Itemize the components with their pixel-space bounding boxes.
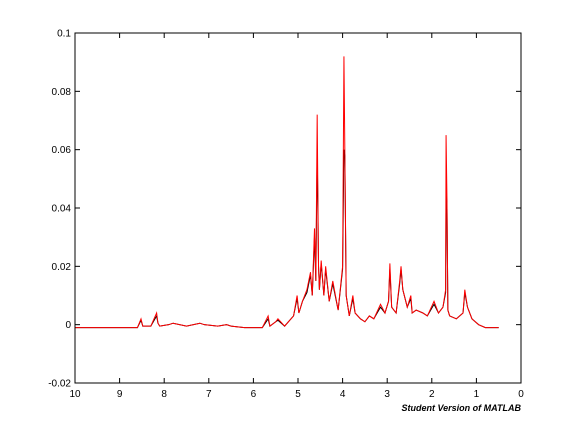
annotation: Student Version of MATLAB [402,403,522,413]
series-line [75,56,499,329]
y-tick-label: 0.04 [52,204,72,215]
y-tick-label: 0.1 [57,29,71,40]
x-tick-label: 10 [69,389,81,400]
x-tick-label: 6 [251,389,257,400]
x-tick-label: 9 [117,389,123,400]
x-tick-label: 2 [429,389,435,400]
y-tick-label: 0.06 [52,145,72,156]
x-tick-label: 3 [384,389,390,400]
y-tick-label: -0.02 [48,379,71,390]
y-tick-label: 0 [65,320,71,331]
axes-box [74,32,522,384]
y-tick-label: 0.08 [52,87,72,98]
x-tick-label: 5 [295,389,301,400]
x-tick-label: 0 [518,389,524,400]
x-tick-label: 1 [474,389,480,400]
x-tick-label: 8 [161,389,167,400]
x-tick-label: 4 [340,389,346,400]
x-tick-label: 7 [206,389,212,400]
y-tick-label: 0.02 [52,262,72,273]
